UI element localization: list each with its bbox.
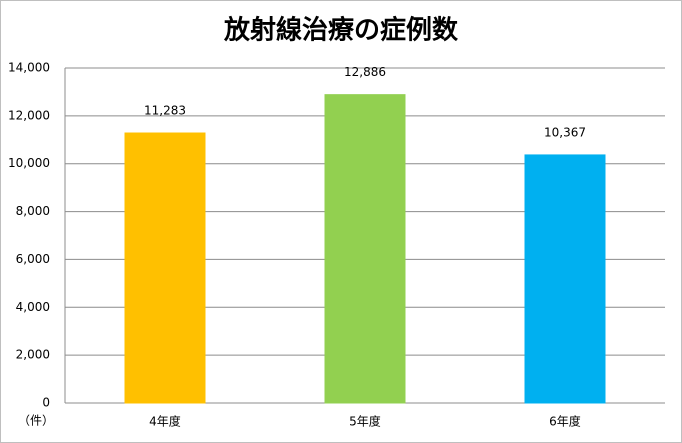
y-tick-label: 14,000 xyxy=(8,61,50,75)
y-tick-label: 8,000 xyxy=(16,204,50,218)
value-label: 11,283 xyxy=(144,104,186,118)
x-tick-label: 6年度 xyxy=(549,414,581,429)
y-tick-label: 2,000 xyxy=(16,348,50,362)
y-tick-label: 6,000 xyxy=(16,252,50,266)
chart-title: 放射線治療の症例数 xyxy=(223,15,459,46)
y-tick-label: 0 xyxy=(42,396,50,410)
bar xyxy=(324,94,406,404)
y-tick-label: 4,000 xyxy=(16,300,50,314)
value-label: 10,367 xyxy=(544,125,586,139)
y-unit: （件） xyxy=(18,414,54,428)
y-tick-label: 10,000 xyxy=(8,156,50,170)
x-tick-label: 4年度 xyxy=(149,414,181,429)
x-tick-label: 5年度 xyxy=(349,414,381,429)
y-tick-label: 12,000 xyxy=(8,108,50,122)
value-label: 12,886 xyxy=(344,65,386,79)
bar xyxy=(124,132,206,404)
bar xyxy=(524,154,606,404)
